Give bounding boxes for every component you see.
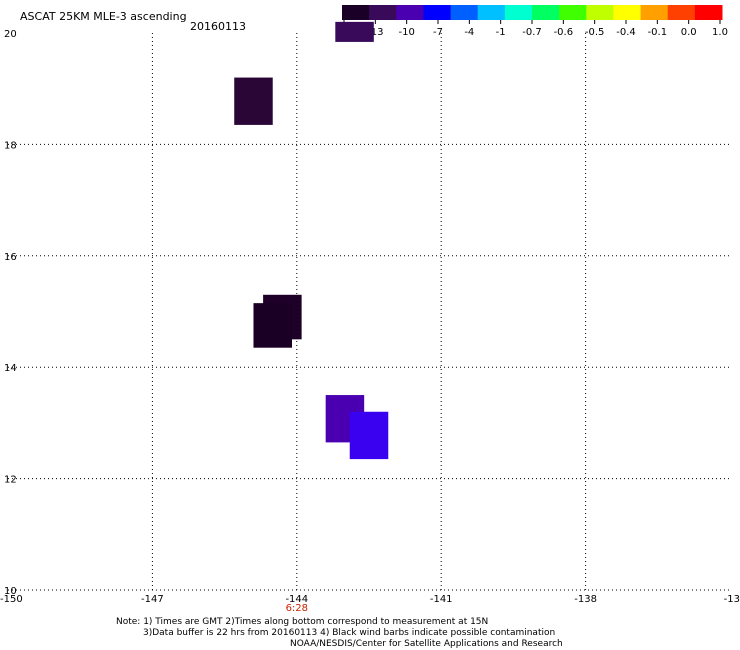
colorbar-segment — [477, 5, 506, 20]
y-tick-label: 18 — [4, 140, 17, 151]
data-cells — [234, 21, 389, 460]
colorbar-label: 0.0 — [681, 27, 697, 38]
x-tick-label: -144 — [285, 594, 308, 605]
colorbar-segment — [532, 5, 560, 20]
grid-lines — [8, 33, 730, 590]
colorbar-label: -13 — [367, 27, 383, 38]
x-tick-label: -150 — [0, 594, 23, 605]
data-cell — [335, 21, 374, 42]
x-tick-label: -147 — [141, 594, 164, 605]
y-tick-label: 14 — [4, 363, 17, 374]
y-tick-label: 16 — [4, 252, 17, 263]
x-tick-label: -13 — [724, 594, 740, 605]
note-line-2: 3)Data buffer is 22 hrs from 20160113 4)… — [143, 628, 556, 638]
colorbar-segment — [667, 5, 696, 20]
data-cell — [234, 77, 273, 125]
colorbar-segment — [586, 5, 614, 20]
colorbar-label: -7 — [433, 27, 443, 38]
colorbar-label: -4 — [464, 27, 474, 38]
colorbar-label: -10 — [398, 27, 414, 38]
colorbar-segment — [450, 5, 479, 20]
y-tick-label: 12 — [4, 475, 17, 486]
colorbar-segment — [504, 5, 533, 20]
colorbar-segment — [694, 5, 723, 20]
y-tick-label: 10 — [4, 586, 17, 597]
colorbar-label: -0.1 — [648, 27, 668, 38]
colorbar-segment — [396, 5, 424, 20]
note-line-3: NOAA/NESDIS/Center for Satellite Applica… — [290, 639, 563, 649]
colorbar-segment — [369, 5, 397, 20]
colorbar-label: -1 — [496, 27, 506, 38]
data-cell — [349, 411, 389, 460]
x-tick-label: -138 — [574, 594, 597, 605]
axes: -150 -147 -144 -141 -138 -13 10 12 14 16 18 20 6:28 — [0, 29, 740, 614]
colorbar-label: -0.5 — [585, 27, 605, 38]
chart-title: ASCAT 25KM MLE-3 ascending — [20, 10, 187, 23]
colorbar-segment — [423, 5, 452, 20]
data-cell — [253, 303, 292, 348]
note-line-1: Note: 1) Times are GMT 2)Times along bot… — [116, 617, 489, 627]
colorbar-label: -0.6 — [554, 27, 574, 38]
colorbar-segment — [613, 5, 642, 20]
chart-date: 20160113 — [190, 20, 246, 33]
colorbar-label: 1.0 — [712, 27, 728, 38]
colorbar: -16-13-10-7-4-1-0.7-0.6-0.5-0.4-0.10.01.… — [336, 5, 728, 38]
colorbar-segment — [640, 5, 669, 20]
colorbar-label: -0.4 — [616, 27, 636, 38]
colorbar-label: -0.7 — [522, 27, 542, 38]
colorbar-segment — [342, 5, 370, 20]
x-tick-label: -141 — [430, 594, 453, 605]
y-tick-label: 20 — [4, 29, 17, 40]
time-annotation: 6:28 — [286, 603, 308, 614]
colorbar-segment — [559, 5, 587, 20]
